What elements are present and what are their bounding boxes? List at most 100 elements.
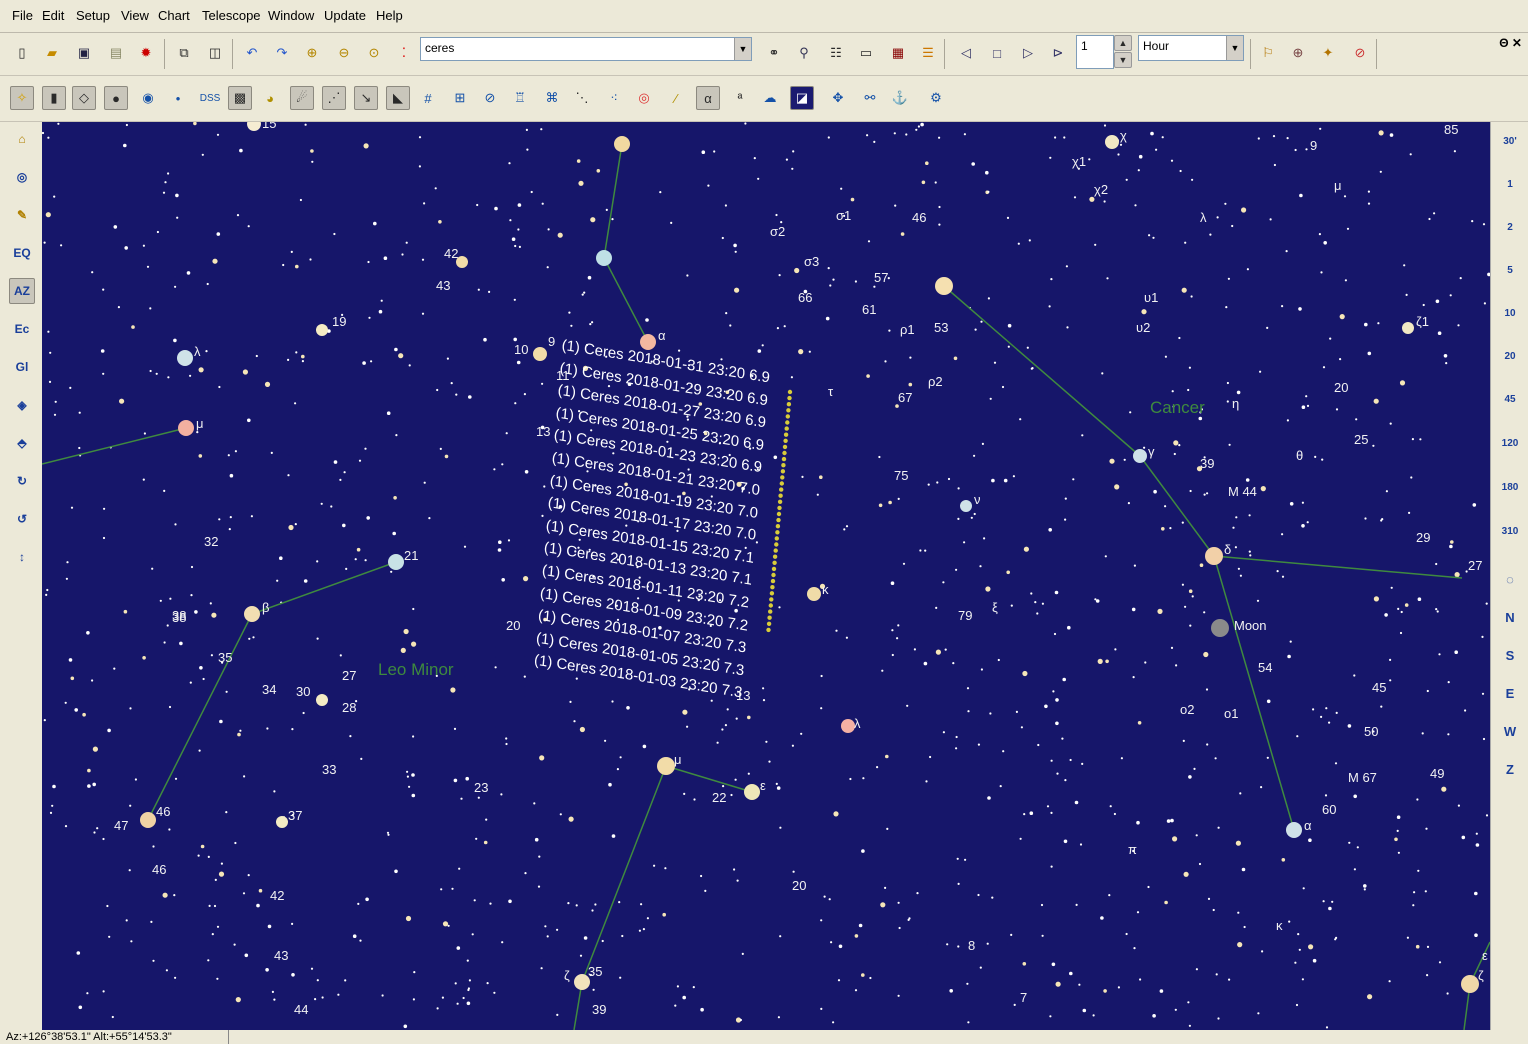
window-icon[interactable]: ▭ (859, 45, 873, 60)
star[interactable] (456, 256, 468, 268)
star[interactable] (807, 587, 821, 601)
save-icon[interactable]: ▣ (77, 45, 91, 60)
anchor-icon[interactable]: ⚓ (891, 90, 909, 105)
star[interactable] (841, 719, 855, 733)
north-button[interactable]: N (1505, 609, 1515, 625)
dss-button[interactable]: DSS (199, 92, 221, 104)
star[interactable] (177, 350, 193, 366)
sky-chart[interactable]: Leo Minor Cancer 15 38 42 43 19 λ μ 32 2… (42, 122, 1490, 1030)
star[interactable] (244, 606, 260, 622)
fov-30min[interactable]: 30' (1503, 136, 1517, 147)
star[interactable] (744, 784, 760, 800)
rotate-left-icon[interactable]: ↺ (16, 512, 28, 526)
search-input[interactable]: ceres ▼ (420, 37, 752, 61)
gl-button[interactable]: Gl (15, 360, 29, 374)
menu-help[interactable]: Help (376, 8, 403, 23)
layout-icon[interactable]: ◫ (208, 45, 222, 60)
star[interactable] (614, 136, 630, 152)
compass-icon[interactable]: ⊘ (484, 90, 496, 105)
zoom-in-icon[interactable]: ⊕ (306, 45, 318, 60)
fov-45[interactable]: 45 (1504, 394, 1516, 405)
step-value-input[interactable]: 1 (1076, 35, 1114, 69)
ec-button[interactable]: Ec (14, 322, 30, 336)
comet-icon[interactable]: ☄ (290, 86, 314, 110)
menu-edit[interactable]: Edit (42, 8, 65, 23)
chevron-down-icon[interactable]: ▼ (734, 38, 751, 60)
asteroid-icon[interactable]: • (175, 90, 181, 106)
animate-icon[interactable]: ✦ (1322, 45, 1334, 60)
zoom-out-icon[interactable]: ⊖ (338, 45, 350, 60)
fov-5[interactable]: 5 (1507, 265, 1513, 276)
flip-horizontal-icon[interactable]: ◈ (17, 398, 27, 412)
cluster-icon[interactable]: ● (104, 86, 128, 110)
open-folder-icon[interactable]: ▰ (47, 45, 57, 60)
fov-1[interactable]: 1 (1507, 179, 1513, 190)
star[interactable] (276, 816, 288, 828)
planet-icon[interactable]: ◉ (142, 90, 154, 105)
fov-180[interactable]: 180 (1501, 482, 1519, 493)
move-icon[interactable]: ✥ (832, 90, 844, 105)
grid-icon[interactable]: # (424, 90, 432, 106)
star[interactable] (1105, 135, 1119, 149)
star[interactable] (316, 694, 328, 706)
star-alpha-lyn[interactable] (640, 334, 656, 350)
close-icon[interactable]: ⊘ (1354, 45, 1366, 60)
night-mode-icon[interactable]: ◪ (790, 86, 814, 110)
star[interactable] (935, 277, 953, 295)
star[interactable] (1461, 975, 1479, 993)
star[interactable] (178, 420, 194, 436)
fov-10[interactable]: 10 (1504, 308, 1516, 319)
lines-icon[interactable]: ⋰ (322, 86, 346, 110)
list-color-icon[interactable]: ☰ (922, 45, 934, 60)
window-controls[interactable]: Θ ✕ (1499, 36, 1522, 50)
calendar-icon[interactable]: ▦ (891, 45, 905, 60)
alpha-button[interactable]: α (696, 86, 720, 110)
eq-button[interactable]: EQ (13, 246, 31, 260)
constellation-icon[interactable]: ⁖ (610, 90, 618, 105)
rotate-right-icon[interactable]: ↻ (16, 474, 28, 488)
star[interactable] (1286, 822, 1302, 838)
fov-310[interactable]: 310 (1501, 526, 1519, 537)
step-unit-select[interactable]: Hour ▼ (1138, 35, 1244, 61)
chevron-down-icon[interactable]: ▼ (1226, 36, 1243, 60)
fov-20[interactable]: 20 (1504, 351, 1516, 362)
star[interactable] (1402, 322, 1414, 334)
menu-telescope[interactable]: Telescope (202, 8, 261, 23)
ruler-icon[interactable]: ⁄ (674, 90, 678, 106)
menu-update[interactable]: Update (324, 8, 366, 23)
notes-icon[interactable]: ✎ (16, 208, 28, 222)
menu-setup[interactable]: Setup (76, 8, 110, 23)
cloud-icon[interactable]: ☁ (763, 90, 777, 105)
star[interactable] (574, 974, 590, 990)
next-icon[interactable]: ▷ (1023, 45, 1033, 60)
spin-down-icon[interactable]: ▼ (1114, 52, 1132, 68)
star[interactable] (533, 347, 547, 361)
frame-icon[interactable]: ⌘ (545, 90, 559, 105)
zenith-button[interactable]: Z (1506, 761, 1514, 777)
settings-icon[interactable]: ✹ (140, 45, 152, 60)
star[interactable] (247, 122, 261, 131)
new-file-icon[interactable]: ▯ (18, 45, 26, 60)
fov-120[interactable]: 120 (1501, 438, 1519, 449)
star[interactable] (596, 250, 612, 266)
zoom-fit-icon[interactable]: ⊙ (368, 45, 380, 60)
west-button[interactable]: W (1503, 723, 1517, 739)
fov-2[interactable]: 2 (1507, 222, 1513, 233)
redo-icon[interactable]: ↷ (276, 45, 288, 60)
star[interactable] (388, 554, 404, 570)
spin-up-icon[interactable]: ▲ (1114, 35, 1132, 51)
image-icon[interactable]: ▩ (228, 86, 252, 110)
globe-icon[interactable]: ◎ (16, 170, 28, 184)
az-button[interactable]: AZ (9, 278, 35, 304)
menu-chart[interactable]: Chart (158, 8, 190, 23)
stop-icon[interactable]: □ (993, 45, 1001, 61)
vertical-resize-icon[interactable]: ↕ (19, 550, 25, 564)
telescope-config-icon[interactable]: ⚙ (930, 90, 942, 105)
bulb-icon[interactable]: ◕ (266, 90, 274, 106)
south-button[interactable]: S (1505, 647, 1515, 663)
boundary-icon[interactable]: ◣ (386, 86, 410, 110)
home-icon[interactable]: ⌂ (18, 132, 26, 146)
star[interactable] (960, 500, 972, 512)
star[interactable] (316, 324, 328, 336)
copy-icon[interactable]: ⧉ (179, 45, 189, 60)
